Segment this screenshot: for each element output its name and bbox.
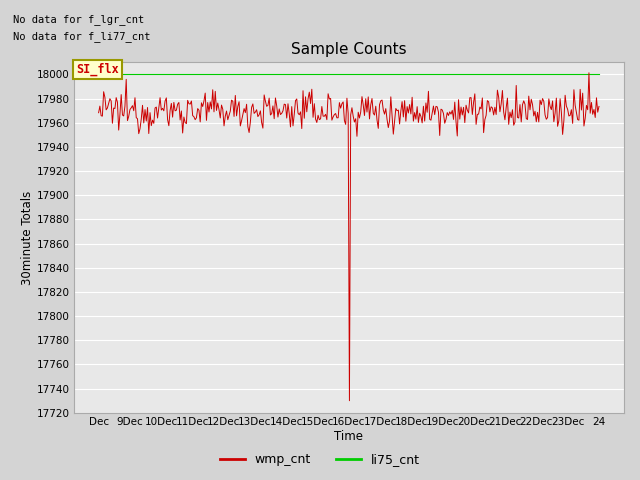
Text: No data for f_li77_cnt: No data for f_li77_cnt (13, 31, 150, 42)
Legend: wmp_cnt, li75_cnt: wmp_cnt, li75_cnt (215, 448, 425, 471)
Y-axis label: 30minute Totals: 30minute Totals (20, 191, 34, 285)
Text: SI_flx: SI_flx (76, 63, 119, 76)
Title: Sample Counts: Sample Counts (291, 42, 406, 57)
Text: No data for f_lgr_cnt: No data for f_lgr_cnt (13, 14, 144, 25)
X-axis label: Time: Time (334, 430, 364, 443)
